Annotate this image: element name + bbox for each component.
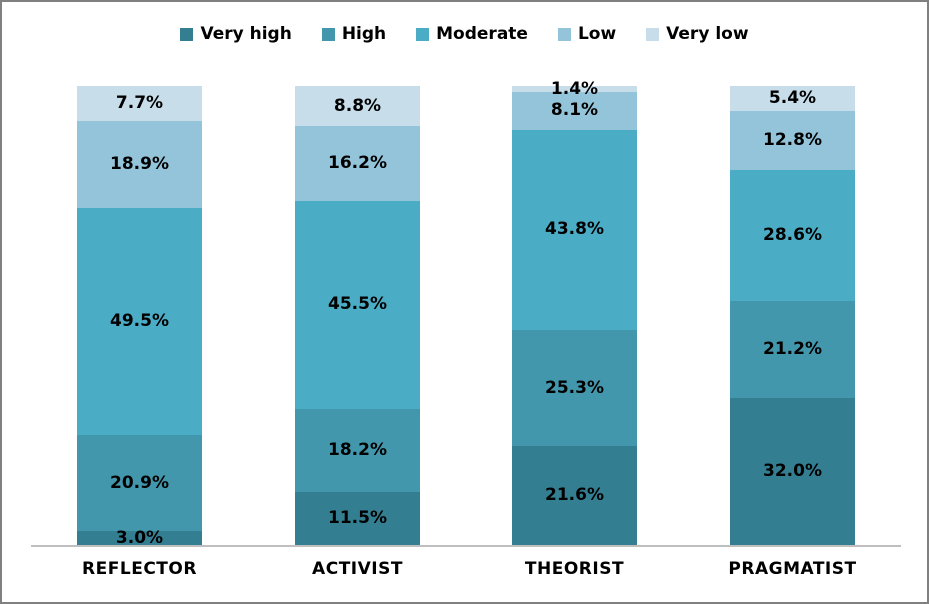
bar-segment-moderate: 49.5%: [77, 208, 202, 436]
bar-segment-moderate: 43.8%: [512, 129, 637, 331]
bar-segment-high: 21.2%: [730, 300, 855, 399]
bar-segment-high: 18.2%: [295, 408, 420, 493]
legend-item-low: Low: [557, 24, 617, 44]
bar-segment-very-high: 3.0%: [77, 527, 202, 548]
segment-value-label: 18.2%: [328, 440, 387, 461]
segment-value-label: 3.0%: [115, 527, 164, 548]
segment-value-label: 25.3%: [545, 377, 604, 398]
segment-value-label: 49.5%: [110, 311, 169, 332]
category-label-activist: ACTIVIST: [312, 559, 403, 579]
bar-segment-moderate: 45.5%: [295, 200, 420, 409]
bar-segment-very-low: 8.8%: [295, 86, 420, 127]
bar-segment-low: 8.1%: [512, 92, 637, 130]
segment-value-label: 7.7%: [115, 93, 164, 114]
stacked-bar-theorist: 21.6% 25.3% 43.8% 8.1% 1.4%: [512, 80, 637, 545]
stacked-bar-pragmatist: 32.0% 21.2% 28.6% 12.8% 5.4%: [730, 86, 855, 545]
segment-value-label: 43.8%: [545, 219, 604, 240]
legend-item-very-high: Very high: [180, 24, 292, 44]
bar-segment-low: 16.2%: [295, 126, 420, 201]
bar-segment-very-high: 21.6%: [512, 446, 637, 545]
bar-segment-moderate: 28.6%: [730, 169, 855, 301]
segment-value-label: 20.9%: [110, 472, 169, 493]
legend-swatch-icon: [321, 27, 335, 41]
x-axis-line: [31, 545, 901, 547]
legend-label: Moderate: [436, 24, 528, 44]
bar-segment-very-high: 32.0%: [730, 398, 855, 545]
segment-value-label: 8.8%: [333, 95, 382, 116]
category-label-pragmatist: PRAGMATIST: [728, 559, 857, 579]
legend-swatch-icon: [180, 27, 194, 41]
legend-swatch-icon: [557, 27, 571, 41]
segment-value-label: 1.4%: [550, 78, 599, 99]
segment-value-label: 11.5%: [328, 508, 387, 529]
bar-segment-low: 18.9%: [77, 121, 202, 209]
legend-swatch-icon: [646, 27, 660, 41]
bar-segment-very-low: 1.4%: [512, 80, 637, 97]
category-label-theorist: THEORIST: [524, 559, 625, 579]
bar-segment-high: 25.3%: [512, 330, 637, 447]
segment-value-label: 8.1%: [550, 100, 599, 121]
segment-value-label: 16.2%: [328, 152, 387, 173]
category-label-reflector: REFLECTOR: [82, 559, 197, 579]
segment-value-label: 45.5%: [328, 294, 387, 315]
segment-value-label: 18.9%: [110, 154, 169, 175]
chart-plot-area: 3.0% 20.9% 49.5% 18.9% 7.7% 11.5% 18.2% 45.5% 16…: [31, 80, 901, 548]
legend-swatch-icon: [416, 27, 430, 41]
bar-segment-very-low: 7.7%: [77, 86, 202, 122]
chart-legend: Very high High Moderate Low Very low: [2, 24, 927, 44]
segment-value-label: 32.0%: [763, 461, 822, 482]
bar-segment-very-low: 5.4%: [730, 86, 855, 111]
segment-value-label: 12.8%: [763, 129, 822, 150]
legend-label: Very high: [200, 24, 292, 44]
bar-segment-low: 12.8%: [730, 110, 855, 170]
legend-item-moderate: Moderate: [416, 24, 528, 44]
legend-label: Very low: [666, 24, 749, 44]
stacked-bar-reflector: 3.0% 20.9% 49.5% 18.9% 7.7%: [77, 86, 202, 548]
stacked-bar-activist: 11.5% 18.2% 45.5% 16.2% 8.8%: [295, 86, 420, 545]
legend-item-high: High: [321, 24, 387, 44]
segment-value-label: 21.2%: [763, 338, 822, 359]
segment-value-label: 5.4%: [768, 87, 817, 108]
segment-value-label: 28.6%: [763, 224, 822, 245]
bar-segment-very-high: 11.5%: [295, 492, 420, 545]
segment-value-label: 21.6%: [545, 485, 604, 506]
legend-item-very-low: Very low: [646, 24, 749, 44]
legend-label: High: [341, 24, 387, 44]
legend-label: Low: [577, 24, 617, 44]
bar-segment-high: 20.9%: [77, 435, 202, 532]
